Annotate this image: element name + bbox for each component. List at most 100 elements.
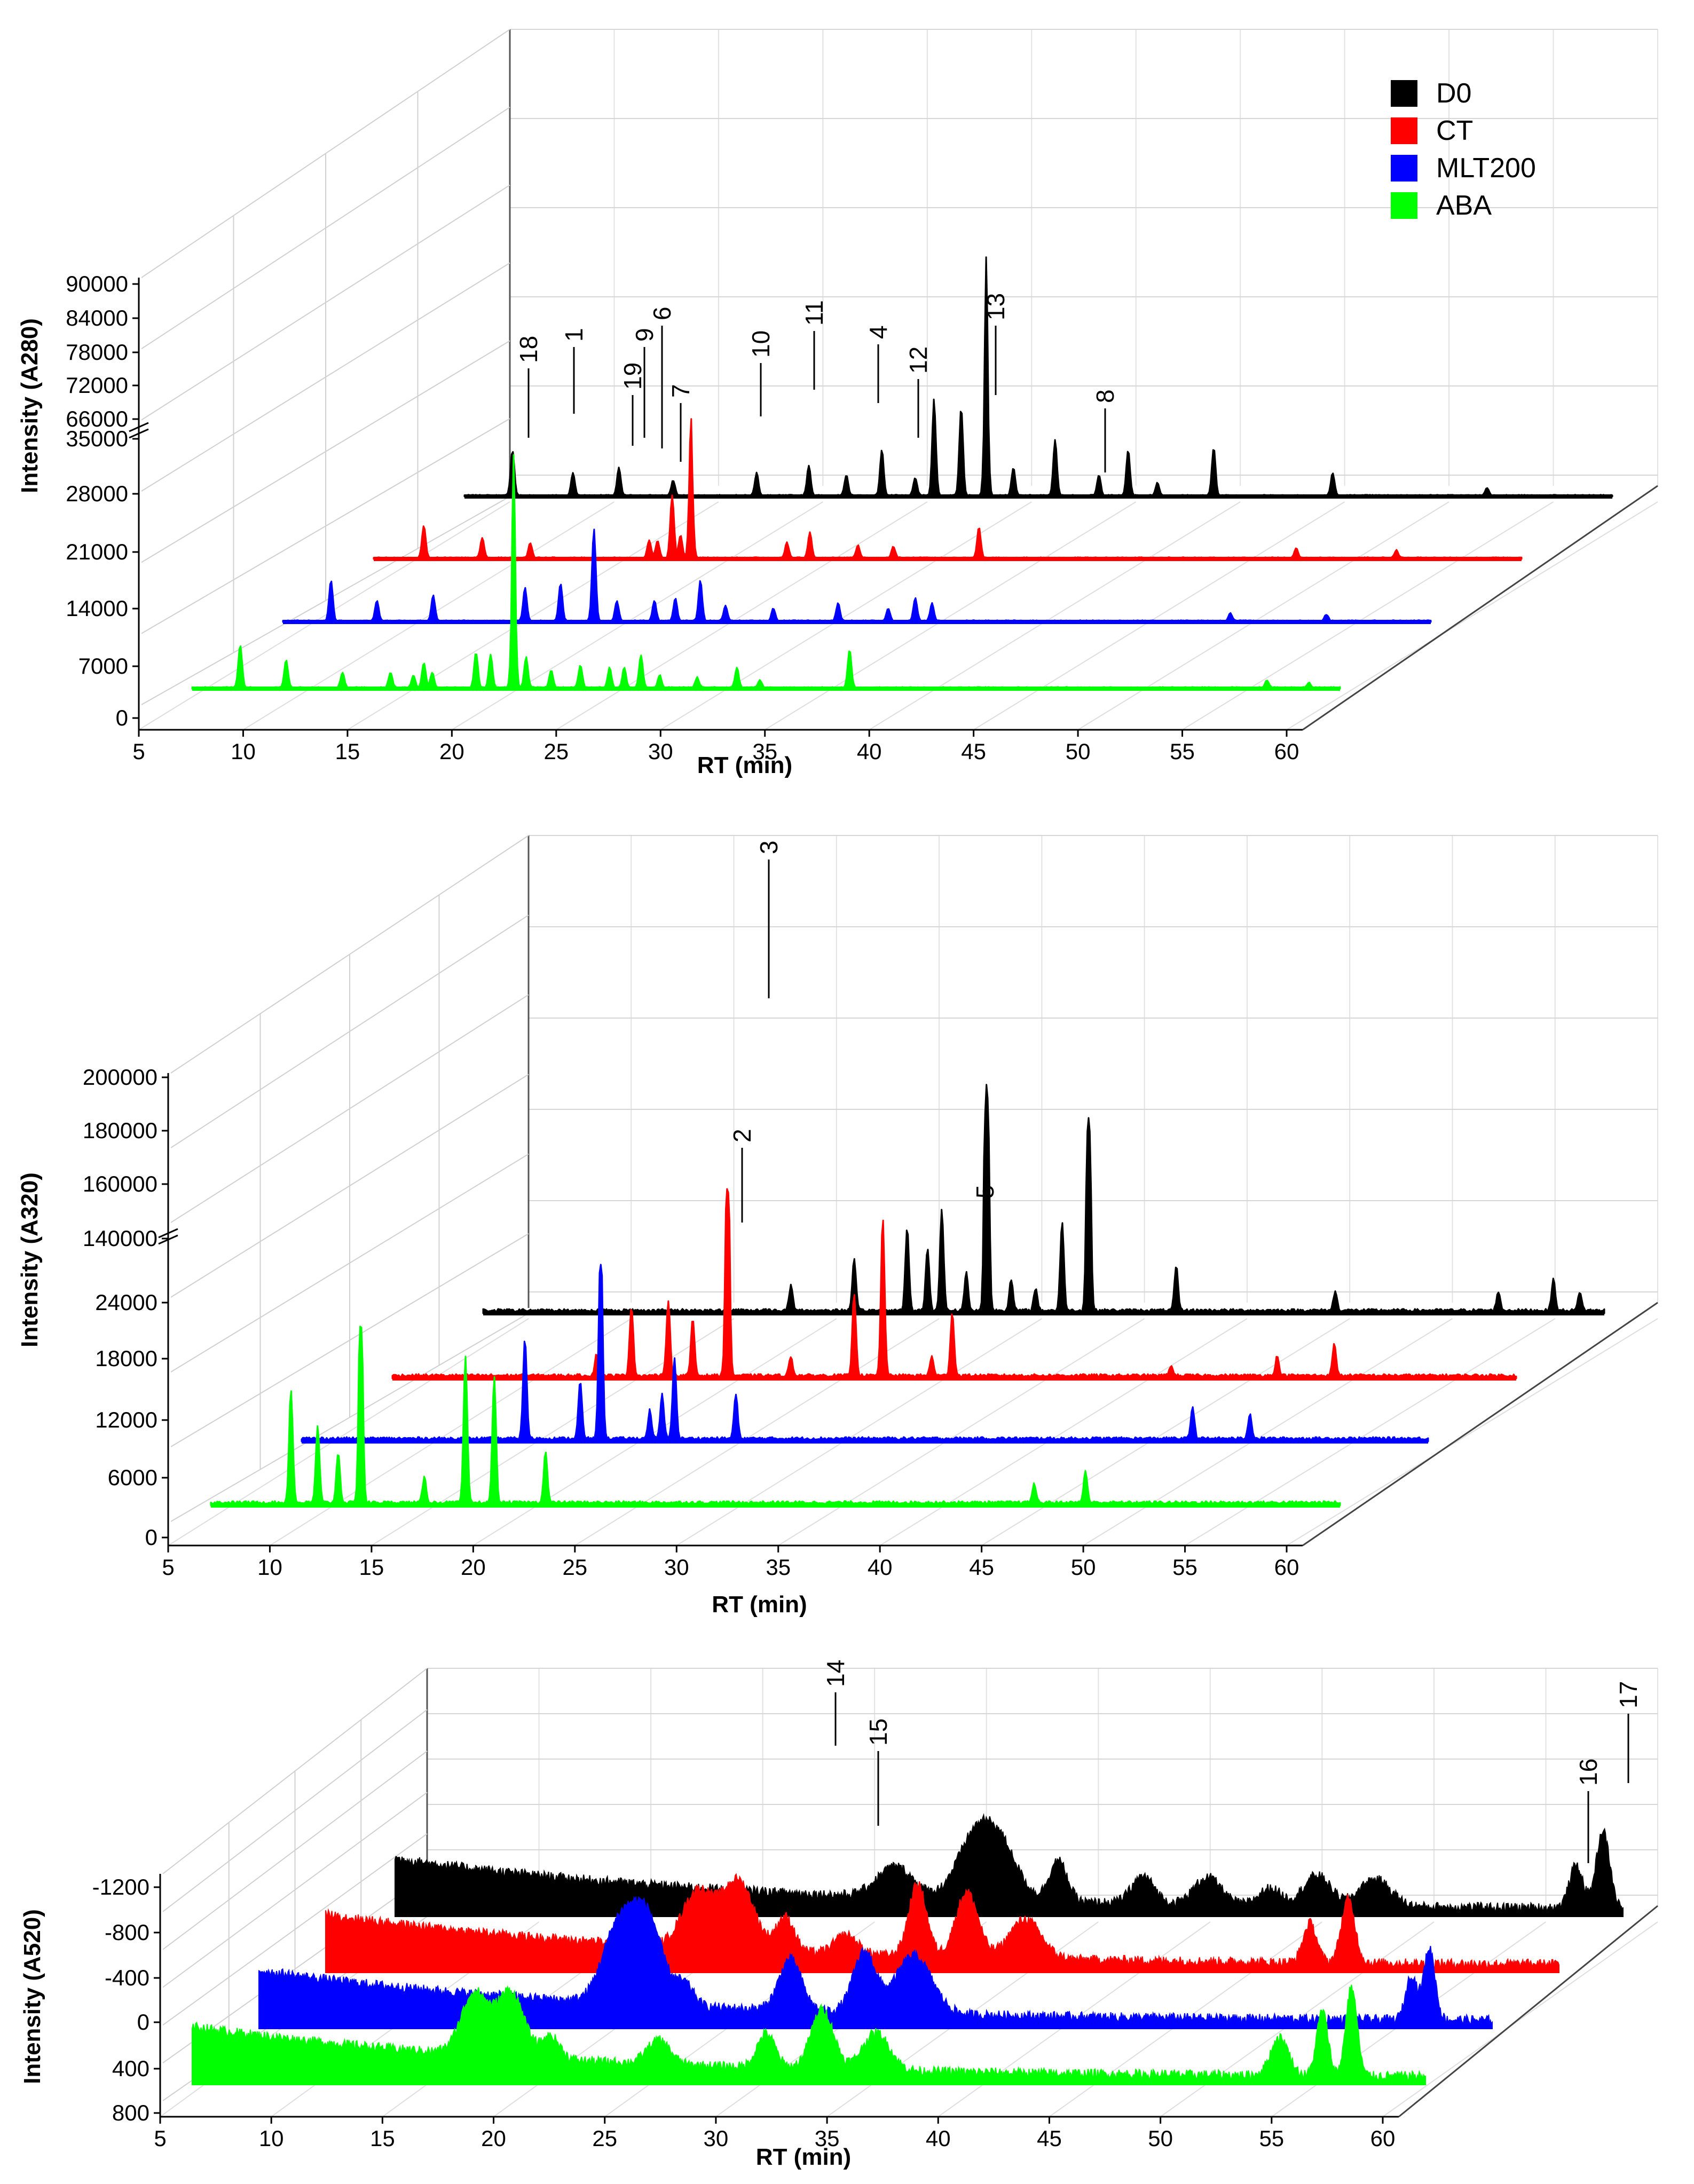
floor-grid-line [778,1318,1145,1546]
floor-grid-line [168,1318,529,1546]
series-d0-trace [482,1084,1605,1314]
y-tick-label: 12000 [95,1407,157,1432]
y-tick-label: 0 [137,2009,149,2035]
series-aba-trace [191,454,1341,690]
floor-grid-line [1077,501,1449,730]
x-tick-label: 5 [132,739,145,764]
floor-grid-line [1286,501,1658,730]
x-tick-label: 50 [1071,1555,1096,1580]
peak-label: 18 [515,336,542,363]
x-tick-label: 15 [359,1555,384,1580]
legend-swatch-d0 [1391,80,1417,107]
y-tick-label: 66000 [66,406,128,431]
x-tick-label: 10 [259,2126,284,2151]
y-tick-label: -400 [105,1965,149,1990]
y-tick-label: 90000 [66,271,128,296]
peak-label: 5 [971,1185,999,1199]
peak-label: 19 [619,362,647,390]
peak-label: 16 [1574,1759,1602,1786]
floor-grid-line [472,1318,837,1546]
y-tick-label: 21000 [66,539,128,564]
peak-label: 11 [800,300,828,326]
legend-label-mlt200: MLT200 [1436,153,1536,184]
floor-grid-line [676,1318,1042,1546]
y-tick-label: 24000 [95,1290,157,1315]
y-tick-label: 78000 [66,340,128,365]
floor-grid-line [1182,501,1554,730]
peak-label: 14 [822,1660,849,1687]
y-axis-title: Intensity (A520) [19,1909,45,2084]
peak-label: 3 [755,840,783,854]
axis-break-mark [129,422,149,439]
series-ct-trace [391,1188,1517,1379]
y-tick-label: 7000 [78,653,128,679]
series-ct-trace [373,418,1523,560]
legend-swatch-ct [1391,117,1417,144]
x-tick-label: 55 [1259,2126,1284,2151]
panel-3-peak-labels: 14 15 16 17 [822,1660,1642,1863]
floor-grid-line [981,1318,1350,1546]
x-tick-label: 15 [335,739,360,764]
x-tick-label: 45 [961,739,986,764]
floor-grid-line [1185,1318,1556,1546]
x-tick-label: 25 [543,739,569,764]
x-tick-label: 25 [592,2126,617,2151]
x-tick-label: 20 [461,1555,486,1580]
y-tick-label: 72000 [66,373,128,398]
y-tick-label: 160000 [83,1171,157,1196]
y-tick-label: 180000 [83,1118,157,1143]
x-tick-label: 30 [704,2126,729,2151]
y-tick-label: 18000 [95,1346,157,1371]
floor-grid-line [660,501,1032,730]
x-tick-label: 55 [1172,1555,1197,1580]
panel-1-frame [138,29,1658,731]
floor-grid-line [269,1318,632,1546]
x-axis-title: RT (min) [756,2144,851,2170]
floor-edge [1302,1302,1658,1547]
series-d0-area [395,1813,1624,1917]
peak-label: 2 [728,1129,756,1142]
x-tick-label: 35 [752,739,777,764]
series-mlt200-trace [282,529,1432,623]
legend-label-aba: ABA [1436,190,1492,221]
peak-label: 15 [864,1718,892,1746]
y-axis-title: Intensity (A320) [17,1172,43,1347]
x-tick-label: 35 [766,1555,791,1580]
x-tick-label: 60 [1274,739,1299,764]
y-tick-label: 200000 [83,1065,157,1090]
y-tick-label: 800 [112,2100,149,2125]
series-aba-trace [210,1326,1341,1507]
x-tick-label: 55 [1170,739,1195,764]
x-tick-label: 35 [815,2126,840,2151]
floor-grid-line [869,501,1241,730]
x-tick-label: 45 [1037,2126,1062,2151]
x-tick-label: 5 [162,1555,174,1580]
series-aba-area [192,1984,1426,2085]
y-axis-title: Intensity (A280) [17,318,43,493]
x-tick-label: 30 [648,739,673,764]
peak-label: 12 [904,346,932,374]
floor-grid-line [879,1318,1248,1546]
y-tick-label: 400 [112,2056,149,2081]
x-tick-label: 10 [231,739,256,764]
x-tick-label: 20 [481,2126,506,2151]
floor-grid-line [347,501,719,730]
axis-break-mark [158,1228,178,1245]
peak-label: 1 [560,328,588,342]
x-tick-label: 50 [1066,739,1091,764]
legend-label-ct: CT [1436,115,1473,146]
y-tick-label: 0 [145,1525,157,1550]
peak-label: 8 [1091,389,1119,403]
floor-grid-line [371,1318,735,1546]
x-axis-title: RT (min) [712,1591,807,1618]
x-tick-label: 40 [868,1555,893,1580]
y-tick-label: 6000 [108,1465,157,1490]
panel-2-peak-labels: 2 3 5 [728,840,999,1281]
peak-label: 6 [648,306,676,320]
x-tick-label: 20 [439,739,464,764]
panel-2-traces [210,1084,1605,1508]
x-tick-label: 60 [1370,2126,1396,2151]
y-tick-label: -800 [105,1920,149,1945]
